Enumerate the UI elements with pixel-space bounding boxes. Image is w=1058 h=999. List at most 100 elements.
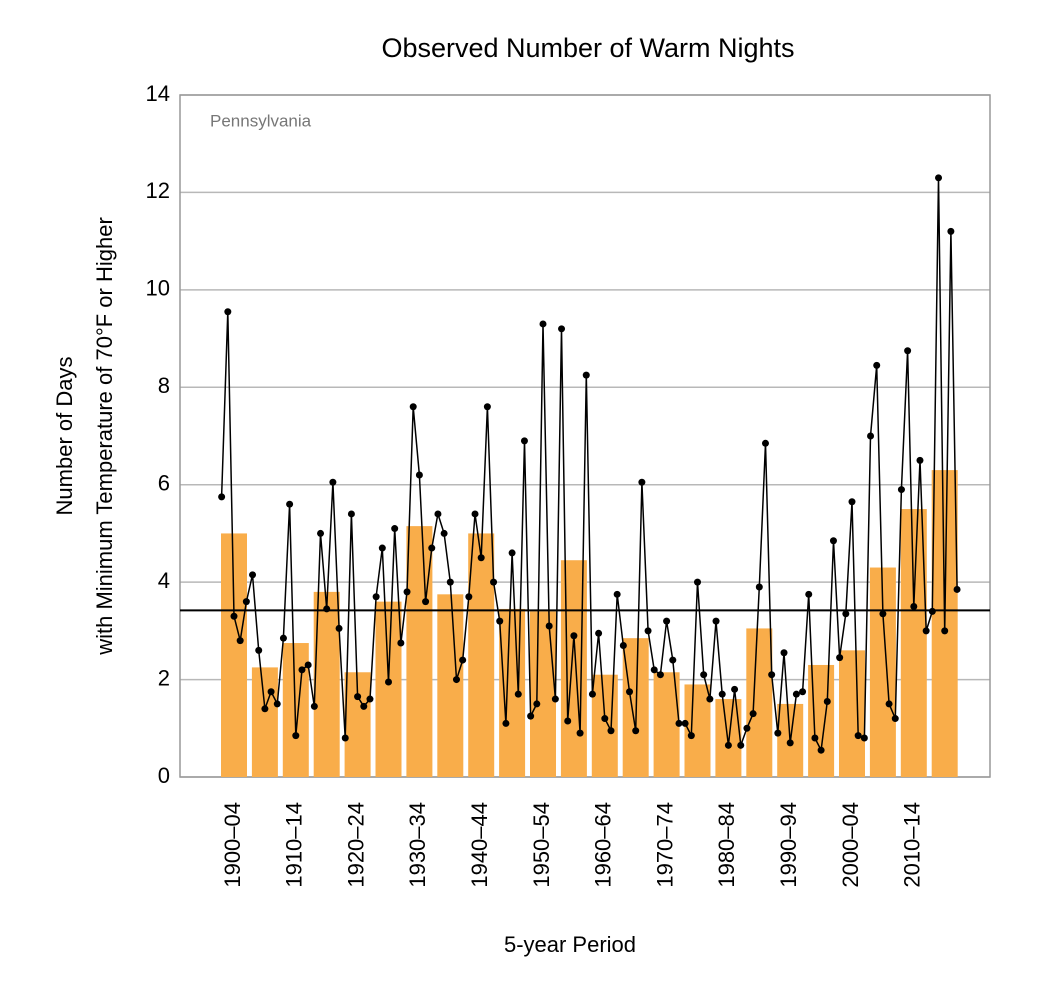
x-tick-label: 1940–44 bbox=[467, 802, 492, 888]
annual-point bbox=[570, 632, 578, 640]
annual-point bbox=[749, 710, 757, 718]
annual-point bbox=[576, 729, 584, 737]
annual-point bbox=[317, 529, 325, 537]
x-tick-label: 2010–14 bbox=[900, 802, 925, 888]
annual-point bbox=[514, 690, 522, 698]
annual-point bbox=[409, 403, 417, 411]
annual-point bbox=[780, 649, 788, 657]
annual-point bbox=[440, 529, 448, 537]
annual-point bbox=[249, 571, 257, 579]
annual-point bbox=[292, 732, 300, 740]
annual-point bbox=[582, 371, 590, 379]
annual-point bbox=[310, 702, 318, 710]
annual-point bbox=[422, 598, 430, 606]
annual-point bbox=[230, 612, 238, 620]
y-tick-label: 10 bbox=[146, 276, 170, 301]
annual-point bbox=[867, 432, 875, 440]
annual-point bbox=[483, 403, 491, 411]
annual-point bbox=[663, 617, 671, 625]
annual-point bbox=[539, 320, 547, 328]
bar bbox=[375, 601, 402, 777]
annual-point bbox=[650, 666, 658, 674]
annual-point bbox=[644, 627, 652, 635]
annual-point bbox=[737, 741, 745, 749]
annual-point bbox=[224, 308, 232, 316]
x-tick-label: 1920–24 bbox=[343, 802, 368, 888]
annual-point bbox=[347, 510, 355, 518]
annual-point bbox=[817, 746, 825, 754]
annual-point bbox=[854, 732, 862, 740]
annual-point bbox=[329, 478, 337, 486]
annual-point bbox=[619, 641, 627, 649]
annual-point bbox=[632, 727, 640, 735]
annual-point bbox=[873, 361, 881, 369]
annual-point bbox=[477, 554, 485, 562]
annual-point bbox=[341, 734, 349, 742]
annual-point bbox=[261, 705, 269, 713]
annual-point bbox=[805, 590, 813, 598]
annual-point bbox=[935, 174, 943, 182]
y-tick-label: 8 bbox=[158, 373, 170, 398]
annual-point bbox=[681, 719, 689, 727]
annual-point bbox=[743, 724, 751, 732]
bar bbox=[251, 667, 278, 777]
annual-point bbox=[656, 671, 664, 679]
annual-point bbox=[792, 690, 800, 698]
x-tick-label: 1980–84 bbox=[714, 802, 739, 888]
annual-point bbox=[533, 700, 541, 708]
annual-point bbox=[527, 712, 535, 720]
chart-title: Observed Number of Warm Nights bbox=[381, 33, 794, 63]
annual-point bbox=[588, 690, 596, 698]
annual-point bbox=[286, 500, 294, 508]
annual-point bbox=[731, 685, 739, 693]
annual-point bbox=[848, 498, 856, 506]
annual-point bbox=[904, 347, 912, 355]
annual-point bbox=[786, 739, 794, 747]
annual-point bbox=[397, 639, 405, 647]
annual-point bbox=[490, 578, 498, 586]
annual-point bbox=[718, 690, 726, 698]
annual-point bbox=[452, 676, 460, 684]
annual-point bbox=[916, 456, 924, 464]
annual-line bbox=[220, 177, 958, 753]
annual-point bbox=[403, 588, 411, 596]
annual-point bbox=[885, 700, 893, 708]
bar bbox=[221, 533, 247, 777]
annual-point bbox=[428, 544, 436, 552]
annual-point bbox=[712, 617, 720, 625]
y-tick-label: 4 bbox=[158, 568, 170, 593]
annual-point bbox=[799, 688, 807, 696]
annual-point bbox=[279, 634, 287, 642]
bar bbox=[591, 674, 618, 777]
annual-point bbox=[687, 732, 695, 740]
y-axis-title: Number of Days bbox=[52, 357, 77, 516]
annual-point bbox=[304, 661, 312, 669]
annual-point bbox=[694, 578, 701, 586]
annual-point bbox=[415, 471, 423, 479]
x-tick-label: 1900–04 bbox=[220, 802, 245, 888]
annual-point bbox=[446, 578, 454, 586]
y-tick-label: 6 bbox=[158, 471, 170, 496]
x-tick-label: 1990–94 bbox=[776, 802, 801, 888]
annual-point bbox=[626, 688, 634, 696]
annual-point bbox=[255, 646, 263, 654]
x-axis-title: 5-year Period bbox=[504, 932, 636, 957]
annual-point bbox=[335, 624, 343, 632]
annual-point bbox=[675, 719, 683, 727]
y-tick-label: 14 bbox=[146, 81, 170, 106]
annual-point bbox=[273, 700, 281, 708]
annual-point bbox=[520, 437, 528, 445]
annual-point bbox=[242, 598, 250, 606]
annual-point bbox=[953, 585, 961, 593]
annual-point bbox=[360, 702, 368, 710]
annual-point bbox=[236, 637, 244, 645]
bar bbox=[746, 628, 773, 777]
annual-point bbox=[607, 727, 615, 735]
y-tick-label: 12 bbox=[146, 178, 170, 203]
annual-point bbox=[823, 697, 831, 705]
bar bbox=[437, 594, 464, 777]
x-tick-label: 2000–04 bbox=[838, 802, 863, 888]
y-tick-label: 2 bbox=[158, 665, 170, 690]
annual-point bbox=[496, 617, 504, 625]
